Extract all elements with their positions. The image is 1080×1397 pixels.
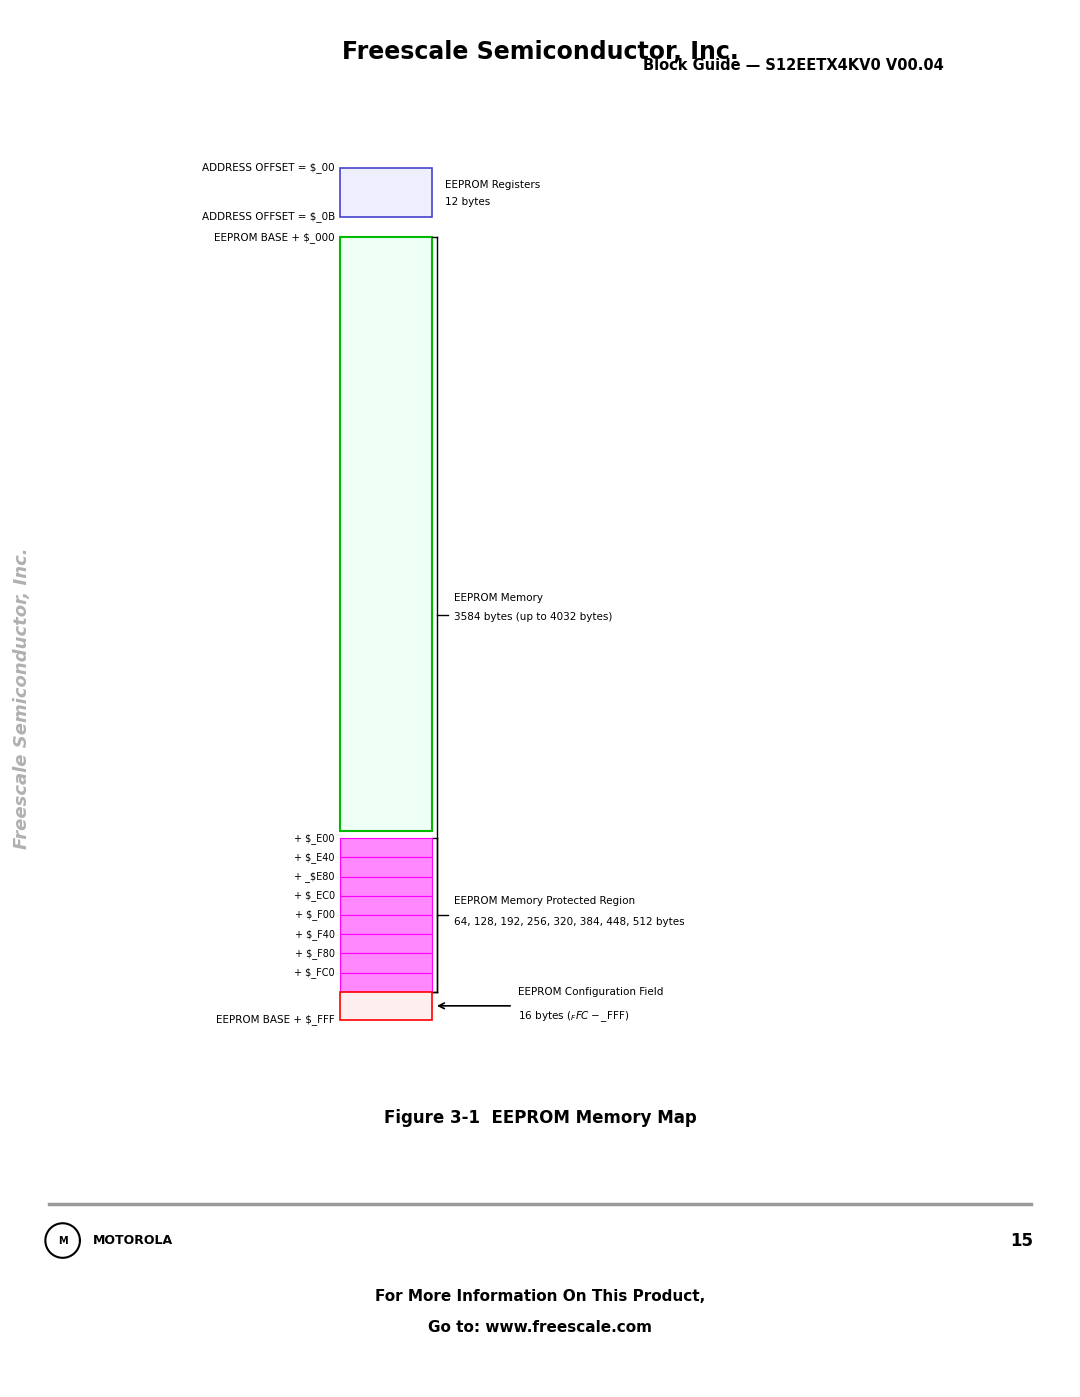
Text: EEPROM BASE + $_000: EEPROM BASE + $_000 — [214, 232, 335, 243]
Text: Figure 3-1  EEPROM Memory Map: Figure 3-1 EEPROM Memory Map — [383, 1109, 697, 1126]
Text: EEPROM Memory: EEPROM Memory — [454, 592, 542, 604]
Text: M: M — [58, 1235, 67, 1246]
Bar — [340, 992, 432, 1020]
Bar — [340, 858, 432, 877]
Bar — [340, 954, 432, 972]
Bar — [340, 168, 432, 217]
Text: + $_F80: + $_F80 — [295, 949, 335, 958]
Bar — [340, 838, 432, 858]
Text: EEPROM Registers: EEPROM Registers — [445, 180, 540, 190]
Text: 15: 15 — [1010, 1232, 1032, 1249]
Bar — [340, 895, 432, 915]
Bar — [340, 877, 432, 895]
Text: MOTOROLA: MOTOROLA — [93, 1234, 173, 1248]
Text: + $_F00: + $_F00 — [295, 909, 335, 921]
Text: Go to: www.freescale.com: Go to: www.freescale.com — [428, 1320, 652, 1334]
Text: EEPROM Configuration Field: EEPROM Configuration Field — [518, 986, 664, 997]
Text: For More Information On This Product,: For More Information On This Product, — [375, 1289, 705, 1303]
Text: + $_F40: + $_F40 — [295, 929, 335, 940]
Text: 64, 128, 192, 256, 320, 384, 448, 512 bytes: 64, 128, 192, 256, 320, 384, 448, 512 by… — [454, 916, 685, 928]
Text: + _$E80: + _$E80 — [294, 872, 335, 882]
Bar — [340, 972, 432, 992]
Bar — [340, 915, 432, 935]
Text: + $_FC0: + $_FC0 — [294, 967, 335, 978]
Text: EEPROM Memory Protected Region: EEPROM Memory Protected Region — [454, 895, 635, 907]
Bar — [340, 237, 432, 831]
Text: 12 bytes: 12 bytes — [445, 197, 490, 207]
Text: + $_EC0: + $_EC0 — [294, 890, 335, 901]
Text: EEPROM BASE + $_FFF: EEPROM BASE + $_FFF — [216, 1014, 335, 1025]
Text: + $_E00: + $_E00 — [294, 833, 335, 844]
Text: Block Guide — S12EETX4KV0 V00.04: Block Guide — S12EETX4KV0 V00.04 — [643, 59, 943, 73]
Text: 16 bytes ($_FFC - $_FFF): 16 bytes ($_FFC - $_FFF) — [518, 1010, 630, 1024]
Text: 3584 bytes (up to 4032 bytes): 3584 bytes (up to 4032 bytes) — [454, 612, 612, 623]
Text: Freescale Semiconductor, Inc.: Freescale Semiconductor, Inc. — [341, 39, 739, 64]
Text: ADDRESS OFFSET = $_0B: ADDRESS OFFSET = $_0B — [202, 211, 335, 222]
Text: + $_E40: + $_E40 — [294, 852, 335, 863]
Bar — [340, 935, 432, 953]
Text: ADDRESS OFFSET = $_00: ADDRESS OFFSET = $_00 — [202, 162, 335, 173]
Text: Freescale Semiconductor, Inc.: Freescale Semiconductor, Inc. — [13, 548, 30, 849]
